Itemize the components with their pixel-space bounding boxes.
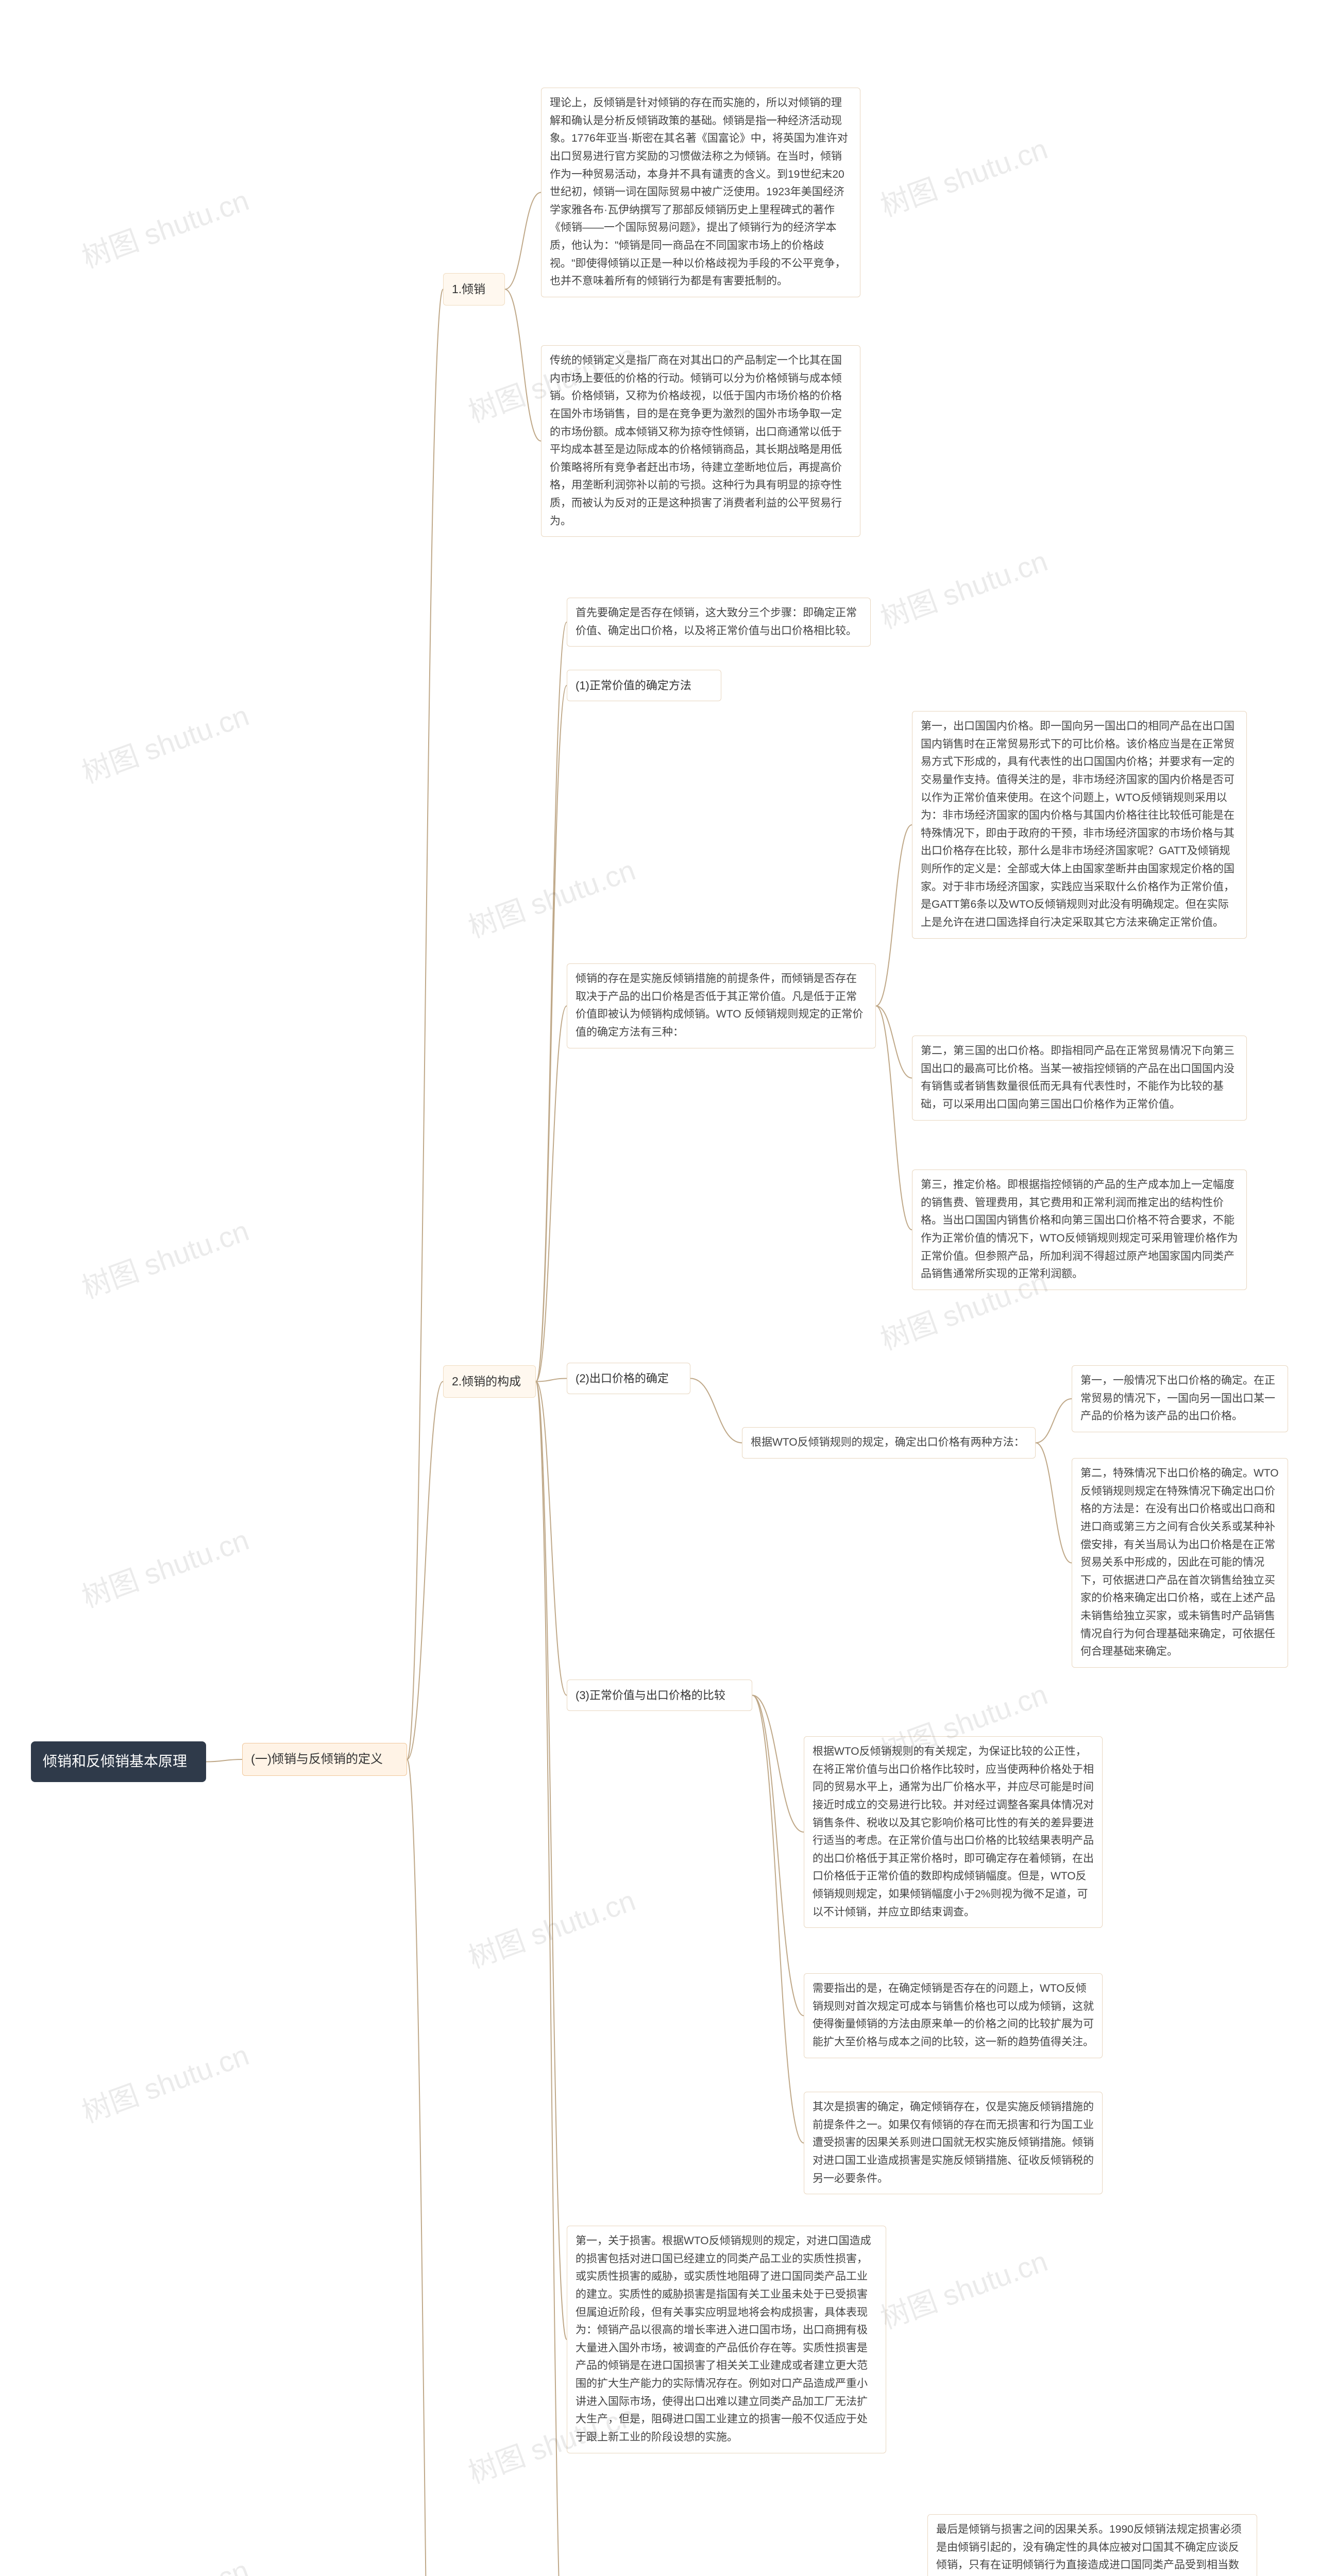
connector: [536, 622, 567, 1382]
connector: [536, 1382, 567, 1696]
node-n1_1[interactable]: 1.倾销: [443, 273, 505, 306]
connector: [536, 1382, 567, 2340]
connector: [407, 1382, 443, 1760]
node-n1_2_b[interactable]: (1)正常价值的确定方法: [567, 670, 721, 701]
node-n1_2_b_intro[interactable]: 倾销的存在是实施反倾销措施的前提条件，而倾销是否存在取决于产品的出口价格是否低于…: [567, 963, 876, 1048]
connector: [536, 1382, 567, 2576]
watermark: 树图 shutu.cn: [462, 1877, 640, 1976]
node-leaf_d2[interactable]: 需要指出的是，在确定倾销是否存在的问题上，WTO反倾销规则对首次规定可成本与销售…: [804, 1973, 1103, 2058]
node-leaf_c1[interactable]: 第一，一般情况下出口价格的确定。在正常贸易的情况下，一国向另一国出口某一产品的价…: [1072, 1365, 1288, 1432]
node-leaf_b1[interactable]: 第一，出口国国内价格。即一国向另一国出口的相同产品在出口国国内销售时在正常贸易形…: [912, 711, 1247, 939]
node-leaf_b2[interactable]: 第二，第三国的出口价格。即指相同产品在正常贸易情况下向第三国出口的最高可比价格。…: [912, 1036, 1247, 1121]
watermark: 树图 shutu.cn: [874, 2238, 1053, 2337]
node-leaf_e2a[interactable]: 最后是倾销与损害之间的因果关系。1990反倾销法规定损害必须是由倾销引起的，没有…: [927, 2514, 1257, 2576]
connector: [1036, 1399, 1072, 1443]
connector: [752, 1696, 804, 2016]
connector: [752, 1696, 804, 2143]
watermark: 树图 shutu.cn: [75, 177, 254, 276]
connector: [407, 290, 443, 1760]
connector: [690, 1379, 742, 1443]
connector: [876, 1006, 912, 1078]
mindmap-canvas: 倾销和反倾销基本原理(一)倾销与反倾销的定义1.倾销2.倾销的构成2.反倾销理论…: [0, 0, 1319, 2576]
watermark: 树图 shutu.cn: [75, 1517, 254, 1616]
node-leaf_d3[interactable]: 其次是损害的确定，确定倾销存在，仅是实施反倾销措施的前提条件之一。如果仅有倾销的…: [804, 2092, 1103, 2194]
node-n1_2_e1[interactable]: 第一，关于损害。根据WTO反倾销规则的规定，对进口国造成的损害包括对进口国已经建…: [567, 2226, 886, 2453]
connector: [1036, 1443, 1072, 1563]
connector: [752, 1696, 804, 1833]
connector: [505, 193, 541, 290]
connector: [536, 1379, 567, 1382]
connector: [876, 825, 912, 1006]
watermark: 树图 shutu.cn: [874, 538, 1053, 637]
connector: [407, 1759, 443, 2576]
connector: [536, 686, 567, 1382]
watermark: 树图 shutu.cn: [75, 2547, 254, 2576]
connector: [876, 1006, 912, 1230]
watermark: 树图 shutu.cn: [462, 847, 640, 946]
node-n1[interactable]: (一)倾销与反倾销的定义: [242, 1743, 407, 1776]
node-n1_2[interactable]: 2.倾销的构成: [443, 1365, 536, 1398]
node-n1_2_a[interactable]: 首先要确定是否存在倾销，这大致分三个步骤：即确定正常价值、确定出口价格，以及将正…: [567, 598, 871, 647]
node-root[interactable]: 倾销和反倾销基本原理: [31, 1741, 206, 1782]
watermark: 树图 shutu.cn: [874, 126, 1053, 225]
node-n1_2_d[interactable]: (3)正常价值与出口价格的比较: [567, 1680, 752, 1711]
node-n1_1_b[interactable]: 传统的倾销定义是指厂商在对其出口的产品制定一个比其在国内市场上要低的价格的行动。…: [541, 345, 860, 537]
connector: [505, 290, 541, 442]
node-leaf_b3[interactable]: 第三，推定价格。即根据指控倾销的产品的生产成本加上一定幅度的销售费、管理费用，其…: [912, 1170, 1247, 1290]
watermark: 树图 shutu.cn: [75, 1208, 254, 1307]
node-leaf_c2[interactable]: 第二，特殊情况下出口价格的确定。WTO反倾销规则规定在特殊情况下确定出口价格的方…: [1072, 1458, 1288, 1668]
node-n1_1_a[interactable]: 理论上，反倾销是针对倾销的存在而实施的，所以对倾销的理解和确认是分析反倾销政策的…: [541, 88, 860, 297]
connector: [536, 1006, 567, 1382]
node-c_intro[interactable]: 根据WTO反倾销规则的规定，确定出口价格有两种方法：: [742, 1427, 1036, 1459]
node-leaf_d1[interactable]: 根据WTO反倾销规则的有关规定，为保证比较的公正性，在将正常价值与出口价格作比较…: [804, 1736, 1103, 1928]
connector: [206, 1759, 242, 1762]
node-n1_2_c[interactable]: (2)出口价格的确定: [567, 1363, 690, 1394]
watermark: 树图 shutu.cn: [75, 692, 254, 791]
watermark: 树图 shutu.cn: [75, 2032, 254, 2131]
